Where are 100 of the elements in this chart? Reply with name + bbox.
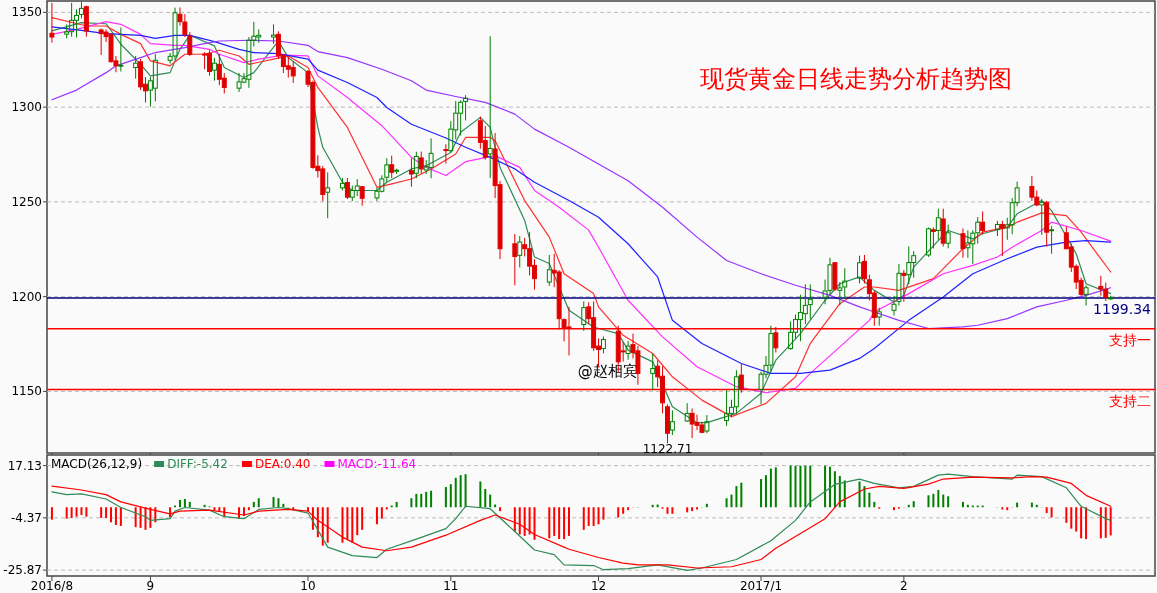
bar [1001, 507, 1004, 510]
bar [533, 507, 536, 540]
bar [937, 489, 940, 508]
bar [420, 493, 423, 508]
bar [824, 465, 827, 508]
bar [415, 493, 418, 508]
bar [932, 493, 935, 508]
bar [341, 507, 344, 543]
bar [346, 507, 349, 540]
bar [479, 481, 482, 508]
x-tick-label: 10 [300, 579, 316, 593]
bar [410, 498, 413, 508]
bar [247, 507, 250, 511]
bar [134, 507, 137, 528]
bar [385, 507, 388, 510]
bar [321, 507, 324, 546]
bar [833, 471, 836, 508]
bar [1075, 507, 1078, 532]
x-tick-label: 2016/8 [30, 579, 74, 593]
bar [691, 507, 694, 512]
y-tick-label: 1350 [11, 5, 42, 20]
text: 现货黄金日线走势分析趋势图 [699, 64, 1012, 93]
bar [1006, 507, 1009, 511]
bar [804, 465, 807, 508]
bar [1080, 507, 1083, 539]
y-tick-label: 1300 [11, 100, 42, 115]
bar [1070, 507, 1073, 529]
bar [459, 475, 462, 508]
bar [735, 486, 738, 508]
y-tick-label: -4.37 [10, 510, 42, 525]
bar [114, 507, 117, 525]
bar [528, 507, 531, 535]
bar [558, 507, 561, 540]
legend-label: DIFF:-5.42 [167, 457, 228, 471]
ref-line-label: 支持二 [1109, 392, 1151, 409]
bar [85, 507, 88, 517]
bar [769, 468, 772, 508]
bar [686, 507, 689, 513]
bar [489, 494, 492, 508]
bar [597, 507, 600, 525]
bar [70, 507, 73, 518]
bar [484, 489, 487, 508]
bar [75, 507, 78, 517]
bar [252, 501, 255, 508]
bar [499, 507, 502, 512]
bar [858, 481, 861, 508]
legend-label: DEA:0.40 [254, 457, 311, 471]
x-tick-label: 11 [443, 579, 459, 593]
bar [1099, 507, 1102, 539]
bar [1085, 507, 1088, 540]
bar [139, 507, 142, 528]
bar [361, 507, 364, 530]
bar [725, 498, 728, 508]
x-tick-label: 2017/1 [739, 579, 783, 593]
bar [912, 501, 915, 508]
bar [828, 466, 831, 508]
bar [110, 507, 113, 523]
bar [119, 507, 122, 526]
ref-line-label: 1199.34 [1093, 300, 1152, 317]
legend-item: MACD:-11.64 [324, 457, 417, 471]
bar [277, 498, 280, 508]
bar [50, 507, 53, 520]
bar [1050, 507, 1053, 518]
bar [449, 484, 452, 508]
bar [553, 507, 556, 536]
bar [799, 465, 802, 508]
x-tick-label: 12 [590, 579, 607, 593]
bar [105, 507, 108, 518]
bar [893, 507, 895, 511]
bar [1065, 507, 1068, 523]
legend-item: DEA:0.40 [241, 457, 311, 471]
bar [671, 507, 674, 514]
bar [567, 507, 570, 536]
bar [464, 474, 467, 508]
bar [942, 494, 945, 508]
bar [430, 490, 433, 508]
chart-title: MACD(26,12,9) [51, 457, 143, 471]
bar [740, 482, 743, 508]
bar [169, 507, 172, 518]
bar [149, 507, 152, 528]
annotation: 1122.71 [642, 442, 693, 457]
y-tick-label: 1200 [11, 289, 42, 304]
bar [513, 507, 516, 532]
bar [666, 507, 669, 514]
bar [213, 507, 216, 511]
y-tick-label: 1150 [11, 384, 42, 399]
bar [1045, 507, 1048, 514]
bar [326, 507, 329, 543]
bar [617, 507, 620, 518]
bar [188, 501, 191, 508]
bar [218, 507, 221, 512]
y-tick-label: 17.13 [7, 458, 42, 473]
bar [582, 507, 585, 530]
bar [947, 496, 950, 508]
bar [587, 507, 590, 526]
bar [774, 467, 777, 508]
bar [961, 501, 964, 508]
bar [80, 507, 83, 516]
bar [395, 501, 398, 508]
bar [696, 507, 699, 510]
